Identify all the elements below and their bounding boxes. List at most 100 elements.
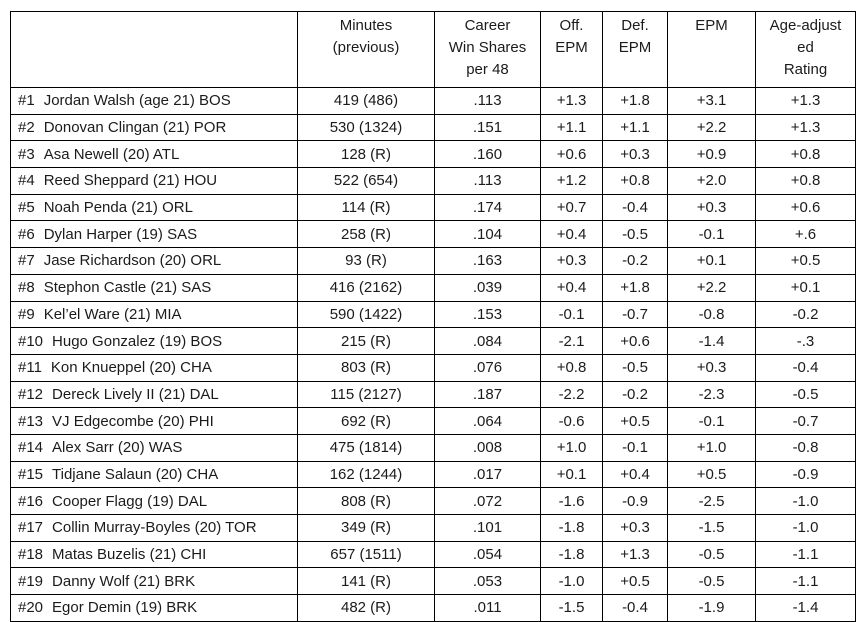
epm-cell: +3.1 — [667, 87, 756, 115]
age-adjusted-cell: -1.1 — [755, 567, 856, 596]
player-cell: #11 Kon Knueppel (20) CHA — [10, 353, 298, 382]
header-player — [10, 11, 298, 88]
age-adjusted-cell: -0.8 — [755, 433, 856, 462]
table-row: #19 Danny Wolf (21) BRK 141 (R) .053 -1.0… — [10, 567, 856, 596]
minutes-cell: 530 (1324) — [297, 113, 435, 142]
rank-label: #12 — [18, 385, 44, 403]
win-shares-cell: .084 — [434, 327, 541, 355]
minutes-cell: 115 (2127) — [297, 380, 435, 409]
player-name: Matas Buzelis (21) CHI — [52, 546, 207, 564]
epm-cell: +2.2 — [667, 113, 756, 142]
age-adjusted-cell: -0.2 — [755, 300, 856, 329]
off-epm-cell: +0.6 — [540, 140, 603, 169]
table-header: Minutes (previous) Career Win Shares per… — [10, 11, 856, 88]
player-cell: #18 Matas Buzelis (21) CHI — [10, 540, 298, 569]
table-row: #5 Noah Penda (21) ORL 114 (R) .174 +0.7 … — [10, 193, 856, 222]
minutes-cell: 692 (R) — [297, 407, 435, 435]
age-adjusted-cell: -.3 — [755, 327, 856, 355]
age-adjusted-cell: +.6 — [755, 220, 856, 249]
table-row: #18 Matas Buzelis (21) CHI 657 (1511) .05… — [10, 540, 856, 569]
age-adjusted-cell: +0.6 — [755, 193, 856, 222]
age-adjusted-cell: +1.3 — [755, 87, 856, 115]
off-epm-cell: +1.0 — [540, 433, 603, 462]
def-epm-cell: +0.3 — [602, 140, 668, 169]
player-cell: #3 Asa Newell (20) ATL — [10, 140, 298, 169]
epm-cell: -2.5 — [667, 487, 756, 515]
rank-label: #3 — [18, 145, 35, 163]
age-adjusted-cell: +0.8 — [755, 167, 856, 195]
table-row: #2 Donovan Clingan (21) POR 530 (1324) .1… — [10, 113, 856, 142]
rank-label: #8 — [18, 279, 35, 297]
player-cell: #5 Noah Penda (21) ORL — [10, 193, 298, 222]
epm-cell: +1.0 — [667, 433, 756, 462]
player-name: Dereck Lively II (21) DAL — [52, 385, 219, 403]
minutes-cell: 162 (1244) — [297, 460, 435, 489]
rank-label: #11 — [18, 359, 42, 377]
player-name: Cooper Flagg (19) DAL — [52, 492, 208, 510]
epm-cell: +0.1 — [667, 247, 756, 275]
rank-label: #13 — [18, 412, 44, 430]
rank-label: #18 — [18, 546, 44, 564]
def-epm-cell: +0.4 — [602, 460, 668, 489]
epm-cell: -0.5 — [667, 567, 756, 596]
win-shares-cell: .053 — [434, 567, 541, 596]
table-row: #20 Egor Demin (19) BRK 482 (R) .011 -1.5… — [10, 594, 856, 622]
player-name: Tidjane Salaun (20) CHA — [52, 465, 219, 483]
def-epm-cell: -0.2 — [602, 247, 668, 275]
player-name: Kel’el Ware (21) MIA — [43, 305, 182, 323]
table-row: #15 Tidjane Salaun (20) CHA 162 (1244) .0… — [10, 460, 856, 489]
header-win-shares: Career Win Shares per 48 — [434, 11, 541, 88]
off-epm-cell: -2.2 — [540, 380, 603, 409]
player-cell: #13 VJ Edgecombe (20) PHI — [10, 407, 298, 435]
def-epm-cell: -0.9 — [602, 487, 668, 515]
table-body: #1 Jordan Walsh (age 21) BOS 419 (486) .1… — [10, 87, 856, 622]
rank-label: #14 — [18, 439, 44, 457]
player-name: Noah Penda (21) ORL — [43, 199, 193, 217]
player-cell: #4 Reed Sheppard (21) HOU — [10, 167, 298, 195]
player-name: Danny Wolf (21) BRK — [52, 572, 196, 590]
age-adjusted-cell: -1.1 — [755, 540, 856, 569]
win-shares-cell: .054 — [434, 540, 541, 569]
player-name: Hugo Gonzalez (19) BOS — [52, 332, 223, 350]
win-shares-cell: .008 — [434, 433, 541, 462]
rank-label: #16 — [18, 492, 44, 510]
table-row: #16 Cooper Flagg (19) DAL 808 (R) .072 -1… — [10, 487, 856, 515]
header-def-epm: Def. EPM — [602, 11, 668, 88]
minutes-cell: 482 (R) — [297, 594, 435, 622]
player-cell: #1 Jordan Walsh (age 21) BOS — [10, 87, 298, 115]
def-epm-cell: -0.5 — [602, 220, 668, 249]
header-row: Minutes (previous) Career Win Shares per… — [10, 11, 856, 88]
age-adjusted-cell: -0.9 — [755, 460, 856, 489]
win-shares-cell: .072 — [434, 487, 541, 515]
player-name: Reed Sheppard (21) HOU — [43, 172, 218, 190]
off-epm-cell: -1.8 — [540, 540, 603, 569]
player-name: VJ Edgecombe (20) PHI — [52, 412, 214, 430]
player-cell: #12 Dereck Lively II (21) DAL — [10, 380, 298, 409]
win-shares-cell: .076 — [434, 353, 541, 382]
age-adjusted-cell: -1.0 — [755, 487, 856, 515]
def-epm-cell: +0.8 — [602, 167, 668, 195]
def-epm-cell: +0.5 — [602, 567, 668, 596]
minutes-cell: 808 (R) — [297, 487, 435, 515]
rank-label: #19 — [18, 572, 44, 590]
table-row: #8 Stephon Castle (21) SAS 416 (2162) .03… — [10, 273, 856, 302]
player-cell: #20 Egor Demin (19) BRK — [10, 594, 298, 622]
rank-label: #4 — [18, 172, 35, 190]
header-epm: EPM — [667, 11, 756, 88]
win-shares-cell: .113 — [434, 167, 541, 195]
player-cell: #2 Donovan Clingan (21) POR — [10, 113, 298, 142]
off-epm-cell: -1.8 — [540, 514, 603, 542]
win-shares-cell: .187 — [434, 380, 541, 409]
rank-label: #15 — [18, 465, 44, 483]
off-epm-cell: +0.4 — [540, 220, 603, 249]
epm-cell: -1.9 — [667, 594, 756, 622]
player-name: Stephon Castle (21) SAS — [43, 279, 212, 297]
player-name: Alex Sarr (20) WAS — [52, 439, 183, 457]
rank-label: #6 — [18, 225, 35, 243]
def-epm-cell: -0.1 — [602, 433, 668, 462]
age-adjusted-cell: +0.5 — [755, 247, 856, 275]
player-cell: #17 Collin Murray-Boyles (20) TOR — [10, 514, 298, 542]
player-cell: #16 Cooper Flagg (19) DAL — [10, 487, 298, 515]
table-row: #4 Reed Sheppard (21) HOU 522 (654) .113 … — [10, 167, 856, 195]
epm-cell: +0.3 — [667, 353, 756, 382]
